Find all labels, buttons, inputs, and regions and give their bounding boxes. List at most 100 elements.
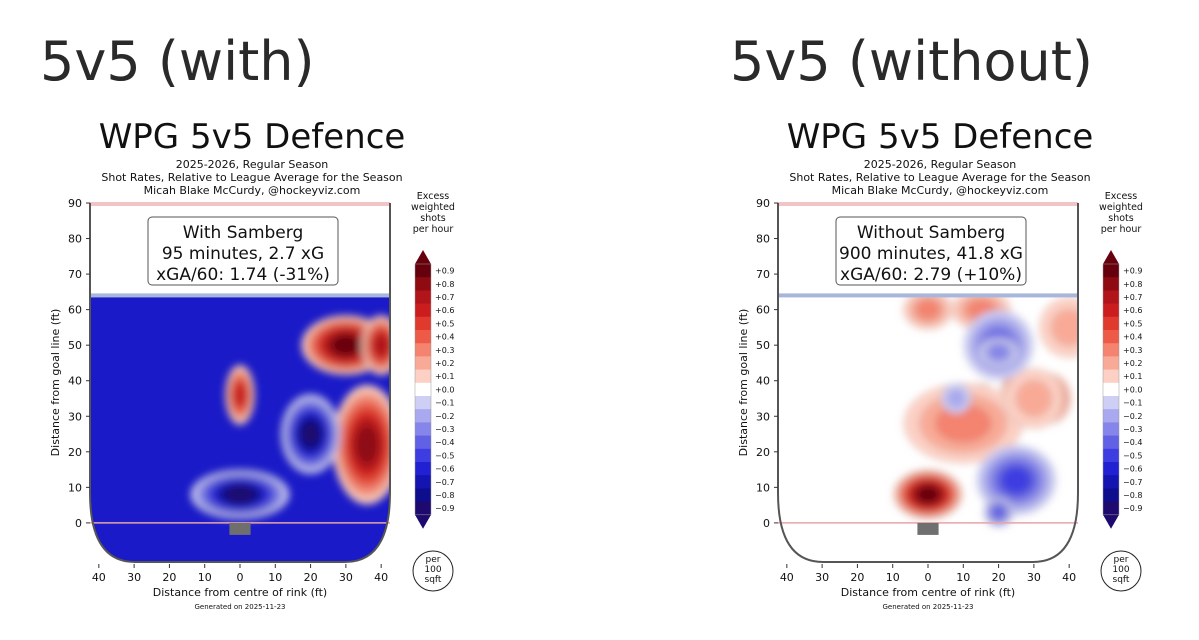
- unit-line: 100: [424, 565, 441, 575]
- y-tick-label: 50: [756, 339, 770, 352]
- goal-net: [229, 522, 251, 535]
- colorbar-swatch: [415, 475, 431, 489]
- colorbar-swatch: [1103, 290, 1119, 305]
- colorbar-tick-label: +0.6: [1123, 306, 1142, 315]
- colorbar-tick-label: +0.1: [1123, 372, 1142, 381]
- colorbar-tick-label: −0.8: [1123, 491, 1142, 500]
- colorbar-top-arrow: [415, 250, 431, 264]
- colorbar-swatch: [1103, 422, 1119, 437]
- colorbar-tick-label: +0.7: [1123, 293, 1142, 302]
- colorbar-swatch: [415, 356, 431, 371]
- unit-line: 100: [1112, 565, 1129, 575]
- colorbar-tick-label: −0.6: [1123, 465, 1142, 474]
- center-line: [90, 202, 390, 206]
- heat-contour: [989, 345, 1009, 360]
- x-tick-label: 20: [992, 571, 1006, 584]
- annotation-line: 900 minutes, 41.8 xG: [839, 244, 1023, 264]
- colorbar-swatch: [1103, 330, 1119, 344]
- x-tick-label: 0: [925, 571, 932, 584]
- y-tick-label: 40: [756, 375, 770, 388]
- colorbar-title-line: Excess: [417, 191, 449, 202]
- x-tick-label: 20: [162, 571, 176, 584]
- colorbar-title-line: per hour: [413, 224, 454, 235]
- colorbar-swatch: [1103, 488, 1119, 503]
- colorbar-tick-label: +0.7: [435, 293, 454, 302]
- colorbar-tick-label: −0.8: [435, 491, 454, 500]
- chart-title: WPG 5v5 Defence: [99, 117, 406, 157]
- colorbar-swatch: [415, 435, 431, 450]
- heat-contour: [301, 422, 320, 446]
- colorbar-tick-label: +0.0: [435, 385, 454, 394]
- colorbar-tick-label: −0.3: [435, 425, 454, 434]
- y-tick-label: 10: [68, 481, 82, 494]
- y-tick-label: 0: [75, 517, 82, 530]
- x-tick-label: 20: [850, 571, 864, 584]
- colorbar-tick-label: +0.9: [1123, 267, 1142, 276]
- colorbar-swatch: [1103, 343, 1119, 357]
- annotation-line: xGA/60: 1.74 (-31%): [156, 265, 330, 285]
- colorbar-tick-label: +0.5: [435, 319, 454, 328]
- annotation-box: [835, 216, 1027, 286]
- colorbar-top-arrow: [1103, 250, 1119, 264]
- colorbar-swatch: [1103, 396, 1119, 410]
- colorbar-swatch: [1103, 462, 1119, 476]
- annotation-line: xGA/60: 2.79 (+10%): [840, 265, 1022, 285]
- colorbar-tick-label: +0.6: [435, 306, 454, 315]
- y-axis-label: Distance from goal line (ft): [737, 309, 750, 457]
- colorbar-swatch: [415, 330, 431, 344]
- y-tick-label: 90: [68, 197, 82, 210]
- colorbar-swatch: [1103, 264, 1119, 278]
- heat-contour: [356, 426, 378, 463]
- x-tick-label: 30: [1027, 571, 1041, 584]
- heat-contour: [1051, 309, 1078, 346]
- colorbar-swatch: [415, 448, 431, 463]
- annotation-line: 95 minutes, 2.7 xG: [162, 244, 324, 264]
- y-tick-label: 60: [756, 304, 770, 317]
- x-tick-label: 10: [268, 571, 282, 584]
- colorbar-tick-label: −0.5: [1123, 451, 1142, 460]
- blue-line: [90, 293, 390, 298]
- heat-contour: [225, 486, 255, 502]
- rink-boards: [89, 203, 391, 563]
- colorbar-tick-label: −0.2: [435, 412, 454, 421]
- colorbar-tick-label: +0.3: [1123, 346, 1142, 355]
- colorbar-title-line: per hour: [1101, 224, 1142, 235]
- chart-subtitle-line: 2025-2026, Regular Season: [864, 158, 1017, 171]
- chart-subtitle-line: Shot Rates, Relative to League Average f…: [789, 171, 1090, 184]
- unit-line: sqft: [425, 575, 442, 585]
- colorbar-swatch: [415, 501, 431, 516]
- y-tick-label: 80: [68, 233, 82, 246]
- colorbar-tick-label: −0.4: [435, 438, 454, 447]
- colorbar-title-line: shots: [420, 213, 446, 224]
- colorbar-swatch: [415, 316, 431, 331]
- unit-circle: [1100, 550, 1142, 592]
- unit-line: per: [1114, 555, 1129, 565]
- colorbar-tick-label: +0.4: [435, 333, 454, 342]
- colorbar-tick-label: −0.1: [1123, 399, 1142, 408]
- colorbar-tick-label: +0.8: [435, 280, 454, 289]
- colorbar-swatch: [1103, 475, 1119, 489]
- colorbar-tick-label: −0.9: [435, 504, 454, 513]
- colorbar-tick-label: −0.3: [1123, 425, 1142, 434]
- colorbar-swatch: [1103, 409, 1119, 423]
- unit-line: per: [426, 555, 441, 565]
- colorbar-swatch: [415, 409, 431, 423]
- y-tick-label: 0: [763, 517, 770, 530]
- x-tick-label: 40: [1062, 571, 1076, 584]
- annotation-line: Without Samberg: [857, 223, 1005, 243]
- colorbar-tick-label: −0.7: [435, 478, 454, 487]
- colorbar-swatch: [1103, 303, 1119, 318]
- colorbar-swatch: [1103, 277, 1119, 291]
- y-tick-label: 60: [68, 304, 82, 317]
- colorbar-swatch: [1103, 316, 1119, 331]
- colorbar-tick-label: −0.7: [1123, 478, 1142, 487]
- colorbar-swatch: [415, 462, 431, 476]
- chart-subtitle-line: Micah Blake McCurdy, @hockeyviz.com: [832, 184, 1049, 197]
- annotation-box: [147, 216, 339, 286]
- chart-subtitle-line: Micah Blake McCurdy, @hockeyviz.com: [144, 184, 361, 197]
- colorbar-swatch: [1103, 356, 1119, 371]
- colorbar-swatch: [415, 264, 431, 278]
- unit-circle: [412, 550, 454, 592]
- y-tick-label: 50: [68, 339, 82, 352]
- colorbar-tick-label: +0.0: [1123, 385, 1142, 394]
